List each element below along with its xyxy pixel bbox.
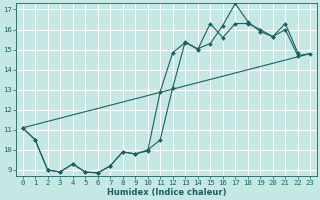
X-axis label: Humidex (Indice chaleur): Humidex (Indice chaleur) [107,188,226,197]
